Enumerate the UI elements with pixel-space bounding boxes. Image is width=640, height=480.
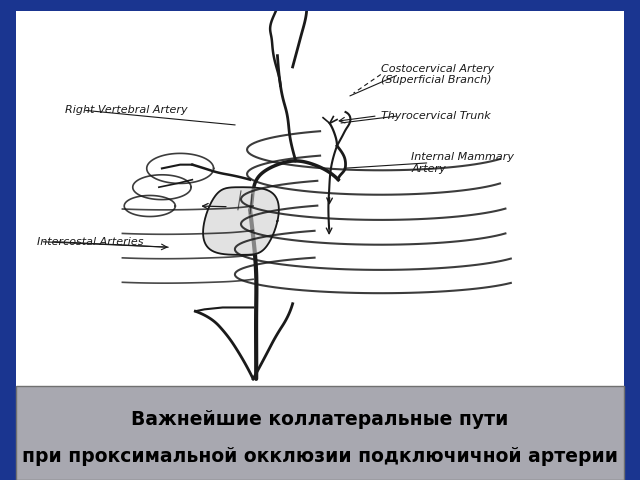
Polygon shape [203,187,279,255]
Text: Важнейшие коллатеральные пути: Важнейшие коллатеральные пути [131,409,509,429]
Text: Internal Mammary
Artery: Internal Mammary Artery [412,152,514,174]
Text: Intercostal Arteries: Intercostal Arteries [37,237,144,247]
FancyBboxPatch shape [16,386,624,480]
Text: при проксимальной окклюзии подключичной артерии: при проксимальной окклюзии подключичной … [22,447,618,466]
Text: Right Vertebral Artery: Right Vertebral Artery [65,105,188,115]
FancyBboxPatch shape [16,11,624,386]
Text: Costocervical Artery
(Superficial Branch): Costocervical Artery (Superficial Branch… [381,64,494,85]
Text: Thyrocervical Trunk: Thyrocervical Trunk [381,111,490,121]
